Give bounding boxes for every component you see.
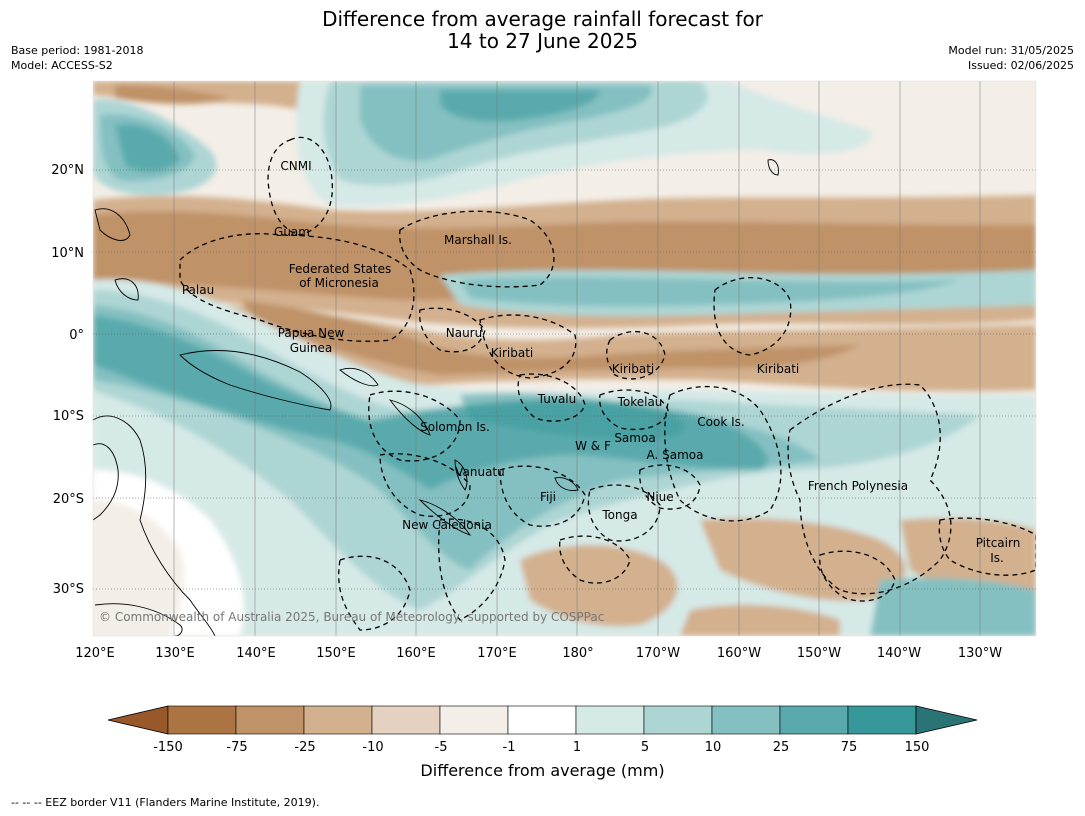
label-wallis-futuna: W & F <box>575 439 611 453</box>
x-tick: 140°W <box>877 646 921 661</box>
map-panel: CNMI Guam Marshall Is. Federated States … <box>51 80 1037 661</box>
label-niue: Niue <box>646 490 673 504</box>
colorbar-swatch <box>507 705 577 735</box>
label-cnmi: CNMI <box>280 159 311 173</box>
colorbar-tick: 25 <box>773 740 790 755</box>
label-french-polynesia: French Polynesia <box>808 479 908 493</box>
colorbar-swatch <box>779 705 849 735</box>
label-png-line2: Guinea <box>290 341 333 355</box>
label-kiribati-central: Kiribati <box>612 362 654 376</box>
colorbar-swatch <box>167 705 237 735</box>
x-axis-ticks: 120°E 130°E 140°E 150°E 160°E 170°E 180°… <box>75 646 1002 661</box>
model-text: Model: ACCESS-S2 <box>11 59 113 72</box>
label-kiribati-east: Kiribati <box>757 362 799 376</box>
label-new-caledonia: New Caledonia <box>402 518 492 532</box>
y-tick: 10°N <box>51 246 84 261</box>
label-fiji: Fiji <box>540 490 556 504</box>
label-cook-is: Cook Is. <box>697 415 744 429</box>
label-kiribati-west: Kiribati <box>491 346 533 360</box>
x-tick: 160°E <box>396 646 436 661</box>
y-tick: 10°S <box>53 409 84 424</box>
label-vanuatu: Vanuatu <box>455 465 505 479</box>
x-tick: 150°E <box>316 646 356 661</box>
y-tick: 30°S <box>53 582 84 597</box>
title-line-1: Difference from average rainfall forecas… <box>322 7 763 31</box>
colorbar-swatch <box>439 705 509 735</box>
colorbar-swatch <box>371 705 441 735</box>
x-tick: 180° <box>562 646 593 661</box>
label-guam: Guam <box>274 225 310 239</box>
x-tick: 170°E <box>477 646 517 661</box>
colorbar-tick: -75 <box>226 740 247 755</box>
colorbar-tick: -10 <box>362 740 383 755</box>
x-tick: 170°W <box>636 646 680 661</box>
colorbar-label: Difference from average (mm) <box>420 761 665 780</box>
meta-left: Base period: 1981-2018 Model: ACCESS-S2 <box>11 43 143 73</box>
label-png-line1: Papua New <box>278 326 345 340</box>
colorbar-swatch <box>303 705 373 735</box>
label-palau: Palau <box>182 283 214 297</box>
eez-borders <box>179 136 1036 631</box>
colorbar-tick: -150 <box>153 740 183 755</box>
y-tick: 0° <box>69 328 84 343</box>
x-tick: 120°E <box>75 646 115 661</box>
graticule <box>93 169 1036 590</box>
colorbar-tick-labels: -150 -75 -25 -10 -5 -1 1 5 10 25 75 150 <box>153 740 929 755</box>
colorbar-tick: 150 <box>905 740 930 755</box>
label-pitcairn-line1: Pitcairn <box>976 536 1021 550</box>
colorbar-swatch <box>575 705 645 735</box>
colorbar-swatch <box>235 705 305 735</box>
issued-text: Issued: 02/06/2025 <box>967 59 1074 72</box>
map-title: Difference from average rainfall forecas… <box>0 8 1085 52</box>
label-fsm-line1: Federated States <box>289 262 391 276</box>
colorbar-tick: -1 <box>503 740 516 755</box>
colorbar-swatch <box>711 705 781 735</box>
eez-footnote: -- -- -- EEZ border V11 (Flanders Marine… <box>11 796 320 809</box>
label-nauru: Nauru <box>446 326 482 340</box>
label-tokelau: Tokelau <box>617 395 663 409</box>
colorbar-tick: -5 <box>435 740 448 755</box>
colorbar-extend-high <box>915 705 978 735</box>
copyright-text: © Commonwealth of Australia 2025, Bureau… <box>99 610 604 624</box>
label-marshall-is: Marshall Is. <box>444 233 512 247</box>
colorbar-swatch <box>643 705 713 735</box>
place-labels: CNMI Guam Marshall Is. Federated States … <box>182 159 1020 565</box>
colorbar-tick: 1 <box>573 740 581 755</box>
colorbar-swatch <box>847 705 917 735</box>
x-tick: 130°E <box>155 646 195 661</box>
y-axis-ticks: 20°N 10°N 0° 10°S 20°S 30°S <box>51 163 84 597</box>
x-tick: 160°W <box>717 646 761 661</box>
colorbar-swatches <box>107 705 978 735</box>
colorbar-tick: 75 <box>841 740 858 755</box>
colorbar-extend-low <box>107 705 169 735</box>
label-tonga: Tonga <box>601 508 637 522</box>
model-run-text: Model run: 31/05/2025 <box>948 44 1074 57</box>
title-line-2: 14 to 27 June 2025 <box>447 29 638 53</box>
label-samoa: Samoa <box>614 431 655 445</box>
base-period-text: Base period: 1981-2018 <box>11 44 144 57</box>
colorbar-tick: 5 <box>641 740 649 755</box>
label-pitcairn-line2: Is. <box>990 551 1004 565</box>
coastlines <box>93 159 779 636</box>
label-fsm-line2: of Micronesia <box>299 276 379 290</box>
y-tick: 20°S <box>53 492 84 507</box>
colorbar-tick: -25 <box>294 740 315 755</box>
rainfall-anomaly-field <box>93 81 1036 636</box>
meta-right: Model run: 31/05/2025 Issued: 02/06/2025 <box>948 43 1074 73</box>
x-tick: 140°E <box>236 646 276 661</box>
colorbar-tick: 10 <box>705 740 722 755</box>
label-solomon-is: Solomon Is. <box>420 420 490 434</box>
x-tick: 150°W <box>797 646 841 661</box>
label-american-samoa: A. Samoa <box>647 448 704 462</box>
label-tuvalu: Tuvalu <box>537 392 577 406</box>
y-tick: 20°N <box>51 163 84 178</box>
x-tick: 130°W <box>958 646 1002 661</box>
